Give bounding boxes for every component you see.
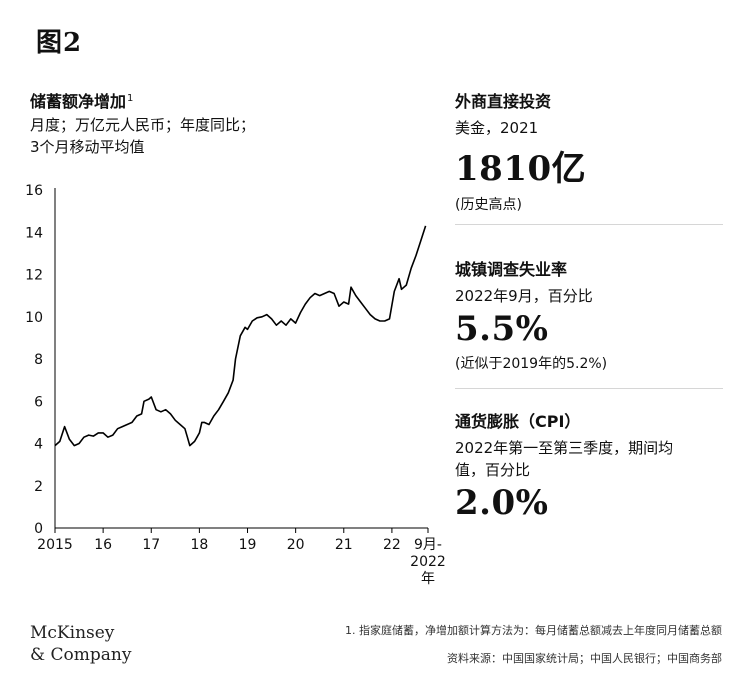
y-tick-label: 0 bbox=[34, 521, 43, 537]
cpi-subtitle: 2022年第一至第三季度，期间均 值，百分比 bbox=[455, 437, 723, 481]
fdi-panel: 外商直接投资 美金，2021 1810亿 (历史高点) bbox=[455, 88, 723, 214]
y-tick-label: 4 bbox=[34, 437, 43, 453]
fdi-value: 1810亿 bbox=[455, 149, 587, 189]
chart-subtitle-line2: 3个月移动平均值 bbox=[30, 138, 145, 156]
cpi-panel: 通货膨胀（CPI） 2022年第一至第三季度，期间均 值，百分比 2.0% bbox=[455, 408, 723, 523]
fdi-title: 外商直接投资 bbox=[455, 92, 552, 111]
y-tick-label: 2 bbox=[34, 479, 43, 495]
x-tick-label: 17 bbox=[142, 537, 160, 553]
x-tick-label: 18 bbox=[190, 537, 208, 553]
unemployment-panel: 城镇调查失业率 2022年9月，百分比 5.5% (近似于2019年的5.2%) bbox=[455, 256, 723, 373]
footnote: 1. 指家庭储蓄，净增加额计算方法为：每月储蓄总额减去上年度同月储蓄总额 bbox=[345, 624, 722, 637]
y-tick-label: 10 bbox=[25, 310, 43, 326]
savings-line-chart: 0 2 4 6 8 10 12 14 16 2015 16 17 18 19 20 21 22 9月-2022年 bbox=[25, 183, 446, 587]
x-tick-label: 2015 bbox=[37, 537, 73, 553]
figure-label: 图2 bbox=[36, 28, 83, 58]
chart-subtitle-line1: 月度；万亿元人民币；年度同比； bbox=[30, 116, 256, 134]
y-tick-label: 14 bbox=[25, 225, 43, 241]
x-tick-label: 21 bbox=[335, 537, 353, 553]
x-tick-label-end: 2022 bbox=[410, 554, 446, 570]
chart-subtitle: 月度；万亿元人民币；年度同比； 3个月移动平均值 bbox=[30, 114, 255, 158]
x-tick-label-end: 年 bbox=[421, 571, 435, 587]
y-tick-label: 12 bbox=[25, 268, 43, 284]
y-tick-label: 8 bbox=[34, 352, 43, 368]
logo-line2: & Company bbox=[30, 645, 132, 665]
cpi-subtitle-line2: 值，百分比 bbox=[455, 461, 531, 479]
unemployment-value: 5.5% bbox=[455, 309, 549, 349]
footnote-mark: 1 bbox=[127, 92, 134, 104]
unemployment-title: 城镇调查失业率 bbox=[455, 260, 568, 279]
cpi-value: 2.0% bbox=[455, 483, 549, 523]
x-tick-label: 19 bbox=[239, 537, 257, 553]
x-tick-label-end: 9月- bbox=[414, 537, 442, 553]
y-tick-label: 6 bbox=[34, 394, 43, 410]
x-tick-label: 22 bbox=[383, 537, 401, 553]
panel-divider bbox=[455, 388, 723, 389]
unemployment-subtitle: 2022年9月，百分比 bbox=[455, 287, 593, 305]
panel-divider bbox=[455, 224, 723, 225]
mckinsey-logo: McKinsey & Company bbox=[30, 622, 131, 666]
cpi-subtitle-line1: 2022年第一至第三季度，期间均 bbox=[455, 439, 674, 457]
chart-title-text: 储蓄额净增加 bbox=[30, 92, 127, 111]
chart-title: 储蓄额净增加1 bbox=[30, 88, 133, 112]
y-tick-label: 16 bbox=[25, 183, 43, 199]
unemployment-note: (近似于2019年的5.2%) bbox=[455, 356, 608, 372]
x-tick-label: 20 bbox=[287, 537, 305, 553]
fdi-note: (历史高点) bbox=[455, 197, 522, 213]
fdi-subtitle: 美金，2021 bbox=[455, 119, 539, 137]
x-tick-label: 16 bbox=[94, 537, 112, 553]
logo-line1: McKinsey bbox=[30, 623, 115, 643]
cpi-title: 通货膨胀（CPI） bbox=[455, 412, 581, 431]
source-note: 资料来源：中国国家统计局；中国人民银行；中国商务部 bbox=[447, 652, 722, 665]
savings-series-line bbox=[54, 225, 427, 447]
